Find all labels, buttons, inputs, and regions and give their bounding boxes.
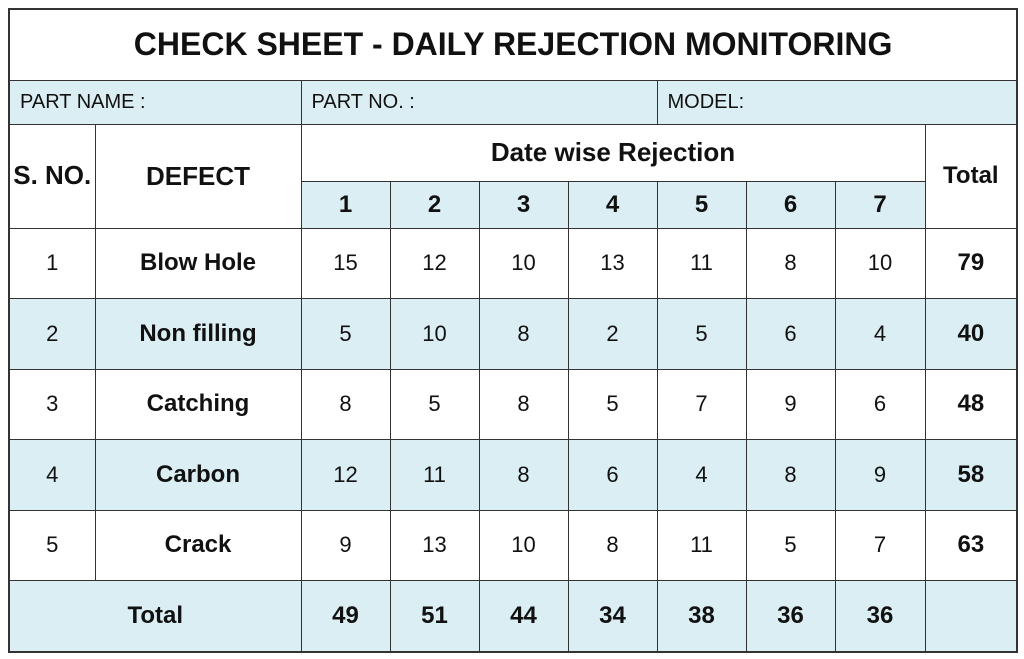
count-cell: 7 — [656, 368, 747, 440]
row-total-cell: 40 — [924, 297, 1018, 370]
defect-cell: Carbon — [94, 438, 302, 511]
row-total-cell: 63 — [924, 509, 1018, 581]
count-cell: 5 — [745, 509, 836, 581]
count-cell: 11 — [656, 509, 747, 581]
title: CHECK SHEET - DAILY REJECTION MONITORING — [8, 8, 1018, 81]
count-cell: 5 — [567, 368, 658, 440]
check-sheet: CHECK SHEET - DAILY REJECTION MONITORING… — [8, 8, 1019, 653]
column-total-cell: 36 — [745, 579, 836, 653]
count-cell: 4 — [656, 438, 747, 511]
count-cell: 8 — [745, 438, 836, 511]
total-header: Total — [924, 123, 1018, 229]
count-cell: 9 — [300, 509, 391, 581]
count-cell: 13 — [567, 227, 658, 299]
title-row: CHECK SHEET - DAILY REJECTION MONITORING — [8, 8, 1018, 81]
count-cell: 6 — [567, 438, 658, 511]
count-cell: 5 — [389, 368, 480, 440]
data-row: 3 Catching 8 5 8 5 7 9 6 48 — [8, 368, 1018, 440]
header-row: S. NO. DEFECT Date wise Rejection Total — [8, 123, 1018, 229]
info-row: PART NAME : PART NO. : MODEL: — [8, 79, 1018, 125]
group-header: Date wise Rejection — [300, 123, 926, 182]
count-cell: 12 — [300, 438, 391, 511]
count-cell: 9 — [834, 438, 926, 511]
count-cell: 2 — [567, 297, 658, 370]
count-cell: 13 — [389, 509, 480, 581]
day-header: 2 — [389, 180, 480, 229]
total-label: Total — [8, 579, 302, 653]
count-cell: 11 — [656, 227, 747, 299]
defect-cell: Blow Hole — [94, 227, 302, 299]
column-total-cell: 36 — [834, 579, 926, 653]
serial-cell: 3 — [8, 368, 96, 440]
defect-cell: Non filling — [94, 297, 302, 370]
column-total-cell: 44 — [478, 579, 569, 653]
data-row: 2 Non filling 5 10 8 2 5 6 4 40 — [8, 297, 1018, 370]
column-total-cell: 51 — [389, 579, 480, 653]
row-total-cell: 79 — [924, 227, 1018, 299]
count-cell: 4 — [834, 297, 926, 370]
part-name: PART NAME : — [8, 79, 302, 125]
defect-cell: Crack — [94, 509, 302, 581]
empty-cell — [924, 579, 1018, 653]
model: MODEL: — [656, 79, 1018, 125]
count-cell: 15 — [300, 227, 391, 299]
data-row: 4 Carbon 12 11 8 6 4 8 9 58 — [8, 438, 1018, 511]
count-cell: 8 — [300, 368, 391, 440]
defect-cell: Catching — [94, 368, 302, 440]
column-total-cell: 49 — [300, 579, 391, 653]
data-row: 5 Crack 9 13 10 8 11 5 7 63 — [8, 509, 1018, 581]
count-cell: 8 — [478, 297, 569, 370]
column-total-cell: 38 — [656, 579, 747, 653]
column-total-cell: 34 — [567, 579, 658, 653]
serial-cell: 4 — [8, 438, 96, 511]
count-cell: 5 — [300, 297, 391, 370]
day-header: 3 — [478, 180, 569, 229]
count-cell: 6 — [834, 368, 926, 440]
count-cell: 8 — [478, 438, 569, 511]
count-cell: 8 — [478, 368, 569, 440]
serial-cell: 2 — [8, 297, 96, 370]
count-cell: 8 — [745, 227, 836, 299]
count-cell: 5 — [656, 297, 747, 370]
count-cell: 10 — [834, 227, 926, 299]
count-cell: 8 — [567, 509, 658, 581]
day-header: 7 — [834, 180, 926, 229]
row-total-cell: 48 — [924, 368, 1018, 440]
count-cell: 10 — [478, 509, 569, 581]
day-header: 4 — [567, 180, 658, 229]
day-header: 6 — [745, 180, 836, 229]
count-cell: 6 — [745, 297, 836, 370]
defect-header: DEFECT — [94, 123, 302, 229]
count-cell: 11 — [389, 438, 480, 511]
count-cell: 7 — [834, 509, 926, 581]
count-cell: 9 — [745, 368, 836, 440]
table-body: CHECK SHEET - DAILY REJECTION MONITORING… — [8, 8, 1018, 653]
count-cell: 12 — [389, 227, 480, 299]
count-cell: 10 — [389, 297, 480, 370]
total-row: Total 49 51 44 34 38 36 36 — [8, 579, 1018, 653]
day-header: 1 — [300, 180, 391, 229]
count-cell: 10 — [478, 227, 569, 299]
serial-cell: 1 — [8, 227, 96, 299]
sno-header: S. NO. — [8, 123, 96, 229]
serial-cell: 5 — [8, 509, 96, 581]
day-header: 5 — [656, 180, 747, 229]
row-total-cell: 58 — [924, 438, 1018, 511]
data-row: 1 Blow Hole 15 12 10 13 11 8 10 79 — [8, 227, 1018, 299]
part-no: PART NO. : — [300, 79, 658, 125]
